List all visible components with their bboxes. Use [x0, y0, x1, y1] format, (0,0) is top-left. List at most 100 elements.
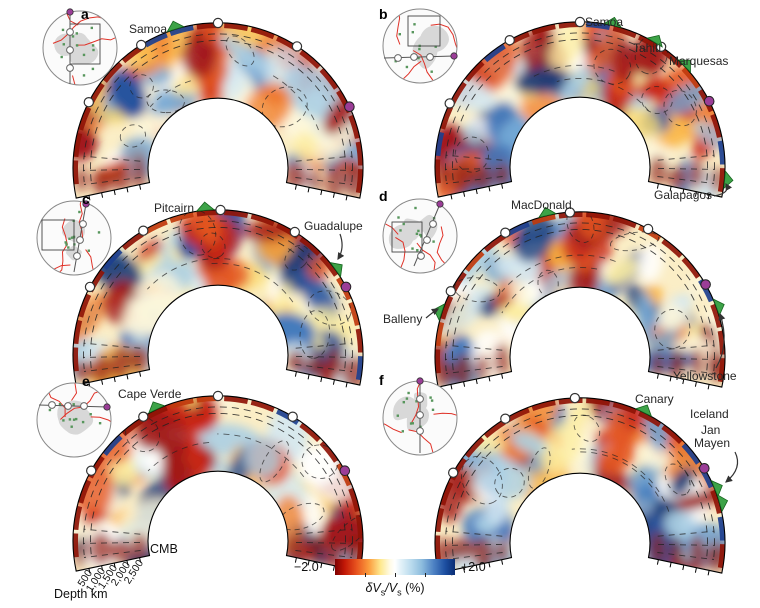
hotspot-dot — [60, 55, 63, 59]
cmb-label: CMB — [150, 542, 178, 556]
surface-point-marker — [83, 96, 95, 108]
region-box — [407, 15, 441, 47]
section-node — [80, 402, 88, 410]
hotspot-dot — [430, 399, 434, 402]
depth-tick — [656, 183, 659, 189]
hotspot-dot — [402, 401, 405, 404]
hotspot-dot — [90, 26, 93, 30]
hotspot-triangle-pitcairn — [195, 201, 215, 212]
landmass — [54, 33, 81, 57]
depth-tick — [488, 376, 491, 382]
mantle-base — [73, 22, 363, 199]
globe-content — [383, 206, 457, 273]
hotspot-triangle-macdonald — [538, 206, 557, 219]
plate-boundary — [383, 221, 399, 235]
hotspot-label-jan: Jan — [701, 423, 721, 437]
hotspot-dot — [64, 241, 67, 244]
plate-boundary — [410, 381, 435, 424]
hotspot-dot — [419, 425, 422, 428]
depth-tick — [656, 559, 659, 565]
landmass — [61, 219, 86, 242]
landmass — [58, 405, 94, 435]
globe-content — [383, 381, 457, 455]
hotspot-dot — [432, 240, 435, 243]
plate-boundary — [72, 68, 117, 85]
hotspot-dot — [426, 55, 430, 59]
plate-boundary — [37, 264, 71, 275]
surface-point-marker — [574, 16, 586, 28]
hotspot-dot — [418, 44, 421, 48]
colorbar-tick — [425, 573, 426, 577]
purple-point-marker — [344, 101, 355, 112]
section-node — [417, 252, 425, 260]
globe-inset — [42, 10, 118, 86]
section-end-marker — [450, 52, 458, 60]
hotspot-label-iceland: Iceland — [690, 407, 729, 421]
section-outline — [72, 395, 364, 572]
depth-tick — [294, 184, 297, 190]
depth-tick-label: 2,500 — [121, 557, 146, 586]
landmass — [420, 25, 450, 53]
hotspot-dot — [98, 422, 102, 425]
colorbar-label-dv: δV — [365, 581, 381, 595]
landmass — [412, 33, 439, 69]
hotspot-dot — [68, 237, 71, 240]
section-outline — [434, 211, 726, 388]
surface-point-marker — [84, 281, 96, 293]
colorbar-label-sub-s2: s — [397, 587, 402, 598]
section-node — [64, 402, 72, 410]
hotspot-dot — [398, 33, 401, 36]
depth-tick — [88, 568, 91, 574]
hotspot-label-mayen: Mayen — [694, 436, 731, 450]
surface-point-marker — [291, 41, 303, 52]
surface-point-marker — [212, 390, 224, 402]
leader-arrow — [715, 312, 726, 369]
discontinuity-dashed-arc — [452, 415, 708, 557]
hotspot-triangle-samoa — [166, 20, 185, 33]
depth-tick — [707, 384, 710, 390]
depth-tick — [656, 373, 659, 379]
hotspot-dot — [87, 249, 90, 252]
region-box — [41, 219, 75, 251]
landmass — [63, 36, 93, 63]
surface-point-marker — [444, 98, 455, 109]
purple-point-marker — [699, 463, 710, 474]
panel-letter-a: a — [81, 6, 89, 22]
discontinuity-dashed-arc — [452, 39, 708, 181]
depth-tick — [113, 563, 116, 569]
surface-point-marker — [215, 204, 226, 216]
hotspot-dot — [416, 249, 419, 252]
hotspot-dot — [415, 232, 419, 235]
hotspot-triangle-galapagos — [723, 170, 734, 190]
depth-tick — [101, 379, 104, 385]
hotspot-label-canary: Canary — [635, 392, 674, 406]
purple-point-marker — [700, 279, 711, 290]
hotspot-dot — [405, 65, 409, 69]
hotspot-dot — [82, 53, 86, 57]
hotspot-triangle-marquesas — [677, 59, 691, 74]
hotspot-dot — [70, 236, 74, 239]
surface-point-marker — [500, 413, 511, 424]
hotspot-dot — [92, 48, 95, 52]
hotspot-dot — [89, 413, 92, 416]
depth-tick — [307, 374, 310, 380]
purple-point-marker — [339, 465, 351, 476]
hotspot-dot — [394, 60, 397, 63]
plate-boundary — [75, 32, 117, 46]
section-node — [79, 220, 87, 228]
velocity-anomaly-field — [73, 395, 363, 572]
purple-point-marker — [340, 281, 352, 293]
depth-tick — [694, 567, 697, 573]
hotspot-dot — [432, 217, 436, 220]
surface-point-marker — [504, 35, 515, 46]
depth-tick — [694, 381, 697, 387]
depth-tick — [113, 377, 116, 383]
section-path-line — [38, 404, 108, 408]
hotspot-dot — [399, 229, 402, 232]
depth-tick — [694, 191, 697, 197]
section-outline — [72, 209, 364, 386]
plate-boundary — [55, 218, 68, 275]
hotspot-dot — [75, 44, 79, 47]
